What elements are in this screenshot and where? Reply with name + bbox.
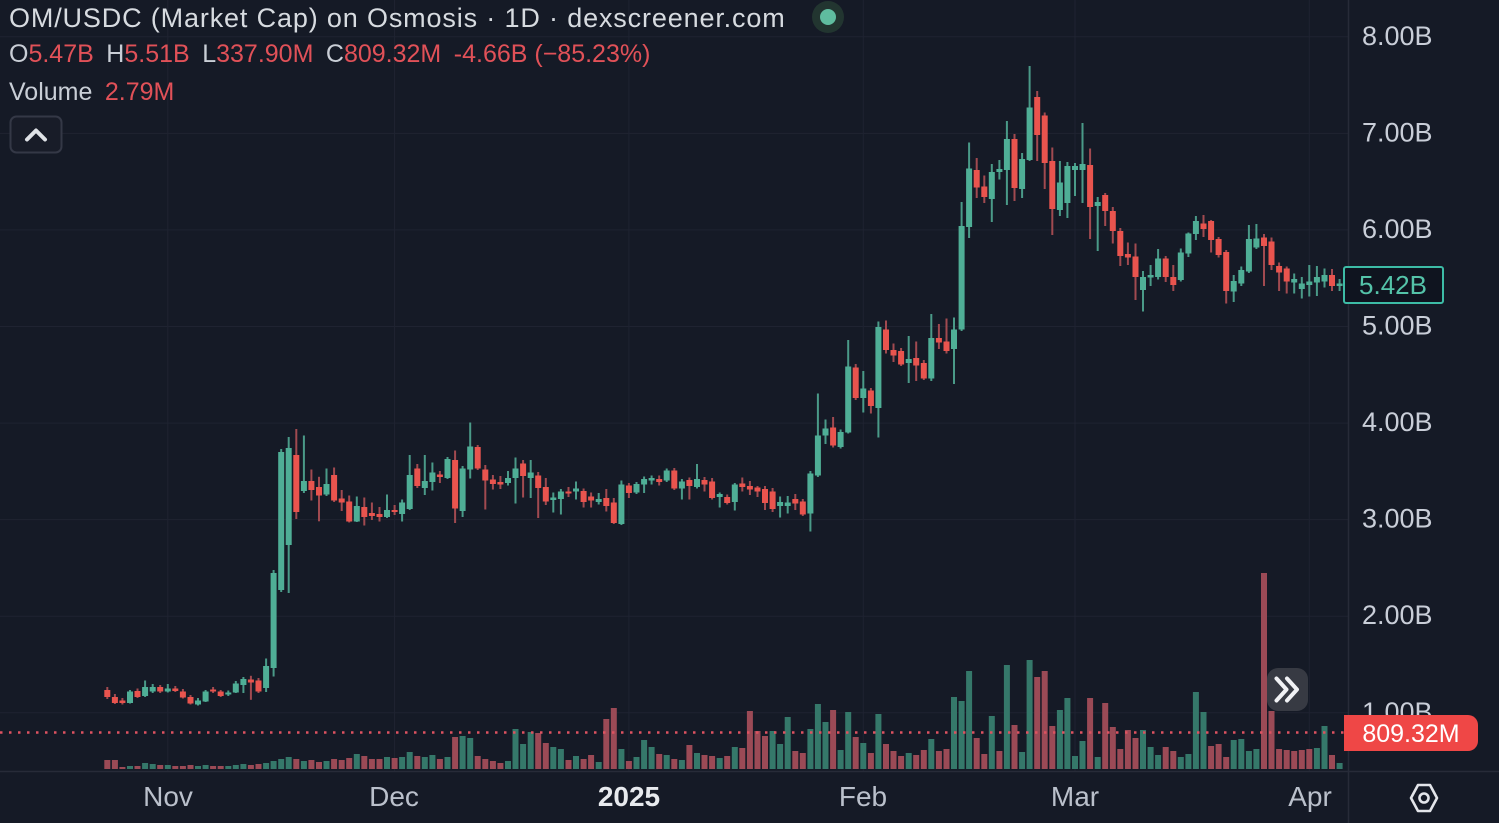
svg-text:Volume 2.79M: Volume 2.79M — [9, 78, 174, 106]
svg-text:Mar: Mar — [1051, 781, 1099, 812]
svg-text:5.42B: 5.42B — [1359, 270, 1427, 300]
svg-text:2.00B: 2.00B — [1362, 600, 1433, 630]
svg-text:Feb: Feb — [839, 781, 887, 812]
svg-text:4.00B: 4.00B — [1362, 407, 1433, 437]
svg-text:8.00B: 8.00B — [1362, 21, 1433, 51]
svg-text:Apr: Apr — [1288, 781, 1332, 812]
svg-text:7.00B: 7.00B — [1362, 117, 1433, 147]
svg-text:6.00B: 6.00B — [1362, 214, 1433, 244]
svg-text:5.00B: 5.00B — [1362, 311, 1433, 341]
svg-text:O5.47B H5.51B L337.90M C809.32: O5.47B H5.51B L337.90M C809.32M -4.66B (… — [9, 40, 650, 68]
svg-text:809.32M: 809.32M — [1362, 720, 1459, 748]
svg-text:3.00B: 3.00B — [1362, 504, 1433, 534]
svg-text:2025: 2025 — [598, 781, 660, 812]
svg-text:Dec: Dec — [369, 781, 419, 812]
svg-text:OM/USDC (Market Cap) on Osmosi: OM/USDC (Market Cap) on Osmosis · 1D · d… — [9, 3, 786, 33]
svg-text:Nov: Nov — [143, 781, 193, 812]
